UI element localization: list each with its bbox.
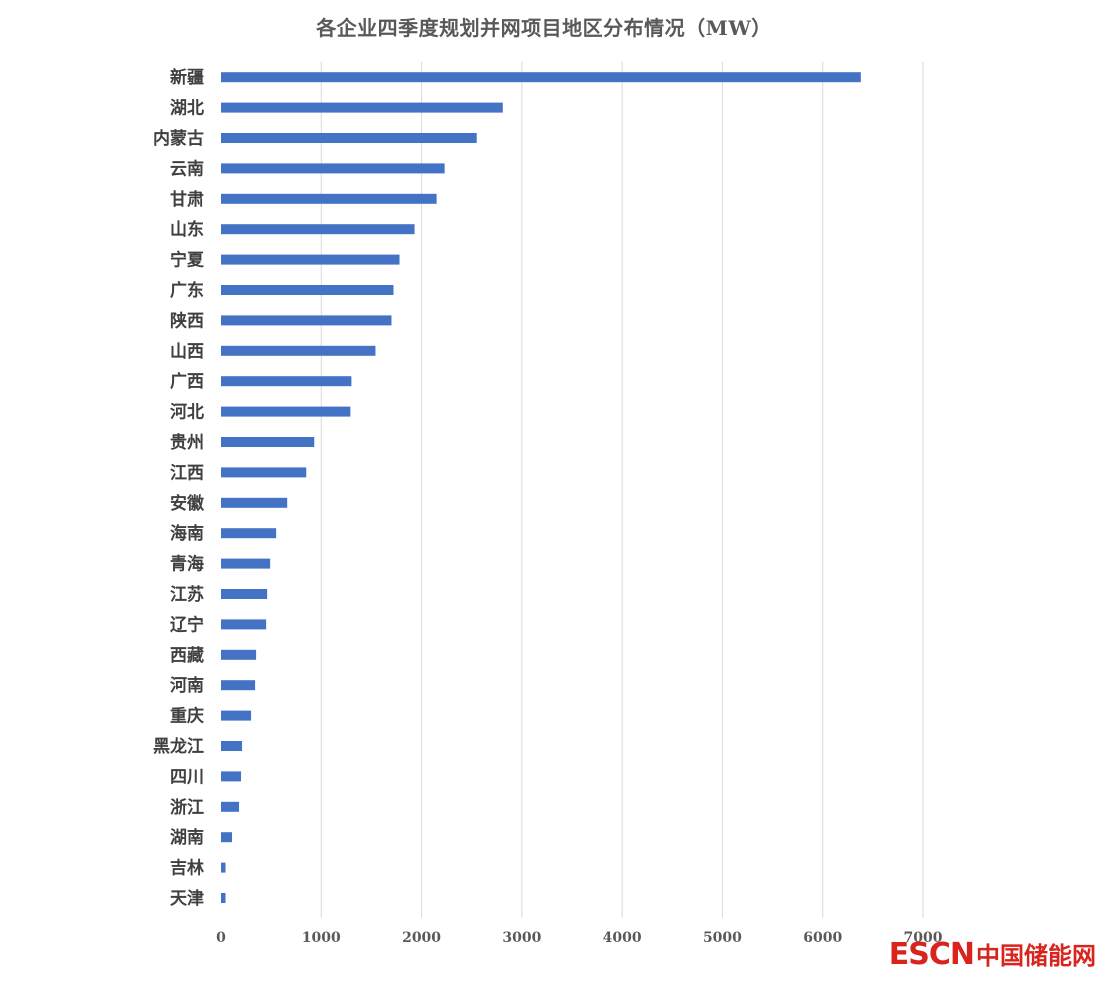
escn-watermark-logo: ESCN中国储能网: [889, 936, 1096, 972]
category-label: 山西: [170, 342, 204, 362]
category-label: 甘肃: [170, 189, 204, 210]
x-tick-label: 0: [216, 930, 226, 946]
x-tick-label: 7000: [904, 930, 943, 946]
category-label: 贵州: [170, 432, 204, 453]
bar: [221, 558, 271, 569]
category-label: 河北: [170, 403, 204, 423]
bar: [221, 680, 256, 691]
x-tick-label: 4000: [603, 930, 642, 946]
bar: [221, 406, 351, 417]
watermark-cjk: 中国储能网: [976, 942, 1096, 970]
bar: [221, 102, 503, 113]
bar: [221, 497, 288, 508]
bar: [221, 467, 307, 478]
category-label: 广西: [170, 371, 204, 392]
category-label: 西藏: [170, 646, 204, 666]
bar: [221, 376, 352, 387]
category-label: 青海: [170, 554, 204, 575]
chart-title: 各企业四季度规划并网项目地区分布情况（MW）: [316, 16, 772, 40]
x-tick-label: 6000: [803, 930, 842, 946]
bar: [221, 649, 257, 660]
category-label: 宁夏: [170, 250, 205, 271]
bar: [221, 315, 392, 326]
category-label: 湖北: [170, 99, 204, 119]
bars: [221, 72, 861, 903]
category-label: 吉林: [170, 858, 204, 879]
bar: [221, 741, 243, 751]
bar: [221, 862, 226, 873]
bar: [221, 801, 240, 812]
bar: [221, 710, 252, 721]
category-label: 黑龙江: [153, 736, 204, 757]
bar: [221, 771, 242, 782]
bar: [221, 528, 277, 539]
category-labels: 新疆湖北内蒙古云南甘肃山东宁夏广东陕西山西广西河北贵州江西安徽海南青海江苏辽宁西…: [153, 67, 205, 909]
category-label: 内蒙古: [153, 128, 204, 149]
bar: [221, 254, 400, 265]
bar: [221, 437, 315, 447]
category-label: 浙江: [170, 797, 204, 818]
category-label: 安徽: [170, 493, 205, 514]
bar: [221, 589, 268, 599]
x-axis-tick-labels: 0 1000 2000 3000 4000 5000 6000 7000: [216, 930, 943, 946]
bar: [221, 193, 437, 204]
category-label: 江苏: [170, 584, 204, 605]
category-label: 海南: [170, 523, 204, 544]
category-label: 辽宁: [170, 614, 204, 635]
x-tick-label: 5000: [703, 930, 742, 946]
category-label: 重庆: [170, 706, 204, 727]
category-label: 山东: [170, 219, 204, 240]
category-label: 河南: [170, 675, 204, 696]
category-label: 云南: [170, 158, 204, 179]
bar: [221, 285, 394, 295]
category-label: 江西: [170, 463, 204, 483]
watermark-latin: ESCN: [888, 937, 975, 972]
x-tick-label: 3000: [502, 930, 541, 946]
bar: [221, 163, 445, 174]
category-label: 陕西: [170, 310, 204, 331]
category-label: 天津: [170, 888, 204, 909]
category-label: 湖南: [170, 827, 204, 848]
category-label: 四川: [170, 767, 204, 787]
x-tick-label: 2000: [402, 930, 441, 946]
bar: [221, 224, 415, 235]
category-label: 新疆: [170, 67, 204, 88]
bar: [221, 619, 267, 630]
bar: [221, 893, 226, 903]
gridlines: [320, 62, 924, 918]
x-tick-label: 1000: [302, 930, 341, 946]
bar: [221, 133, 477, 143]
bar: [221, 72, 861, 83]
bar: [221, 832, 233, 843]
category-label: 广东: [170, 280, 204, 301]
bar: [221, 345, 376, 356]
